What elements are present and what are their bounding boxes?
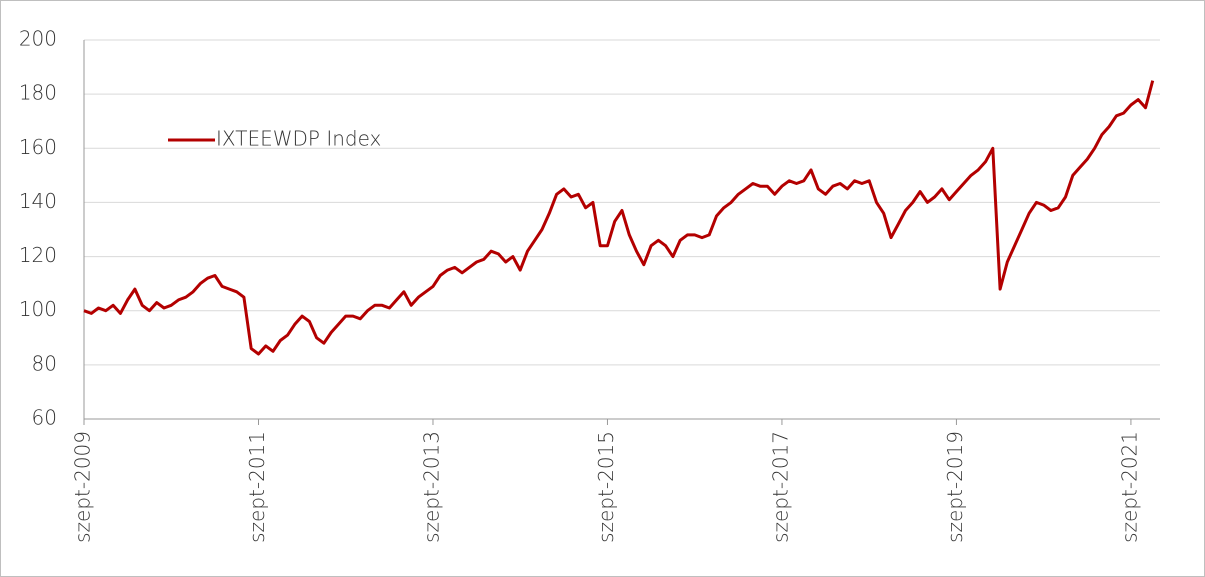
x-tick-label: szept-2015 [594,431,618,543]
y-tick-label: 80 [32,351,57,375]
x-tick-label: szept-2017 [768,431,792,543]
y-tick-label: 180 [19,81,57,105]
y-tick-label: 100 [19,297,57,321]
x-tick-label: szept-2011 [245,431,269,543]
series-line [83,80,1155,356]
x-tick-label: szept-2021 [1117,431,1141,543]
y-tick-label: 120 [19,243,57,267]
legend-label: IXTEEWDP Index [216,127,381,151]
x-tick-label: szept-2009 [71,431,95,543]
y-tick-label: 60 [32,406,57,430]
x-tick-label: szept-2013 [419,431,443,543]
y-tick-label: 200 [19,27,57,51]
x-tick-label: szept-2019 [943,431,967,543]
y-tick-label: 140 [19,189,57,213]
y-tick-label: 160 [19,135,57,159]
